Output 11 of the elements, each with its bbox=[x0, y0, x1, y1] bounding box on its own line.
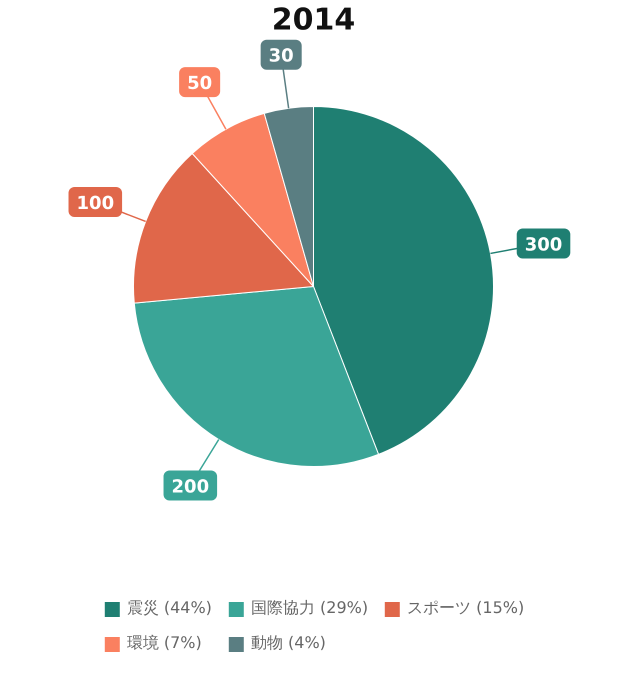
chart-title: 2014 bbox=[272, 2, 356, 38]
legend-label: 震災 (44%) bbox=[126, 598, 212, 619]
data-label: 200 bbox=[172, 476, 210, 498]
legend-label: スポーツ (15%) bbox=[407, 598, 524, 619]
data-label: 100 bbox=[76, 192, 114, 214]
legend-label: 環境 (7%) bbox=[126, 633, 202, 654]
data-label: 30 bbox=[268, 46, 294, 67]
legend-label: 動物 (4%) bbox=[250, 633, 326, 654]
legend-label: 国際協力 (29%) bbox=[250, 598, 368, 619]
data-label: 50 bbox=[187, 73, 212, 94]
data-label: 300 bbox=[524, 234, 562, 256]
